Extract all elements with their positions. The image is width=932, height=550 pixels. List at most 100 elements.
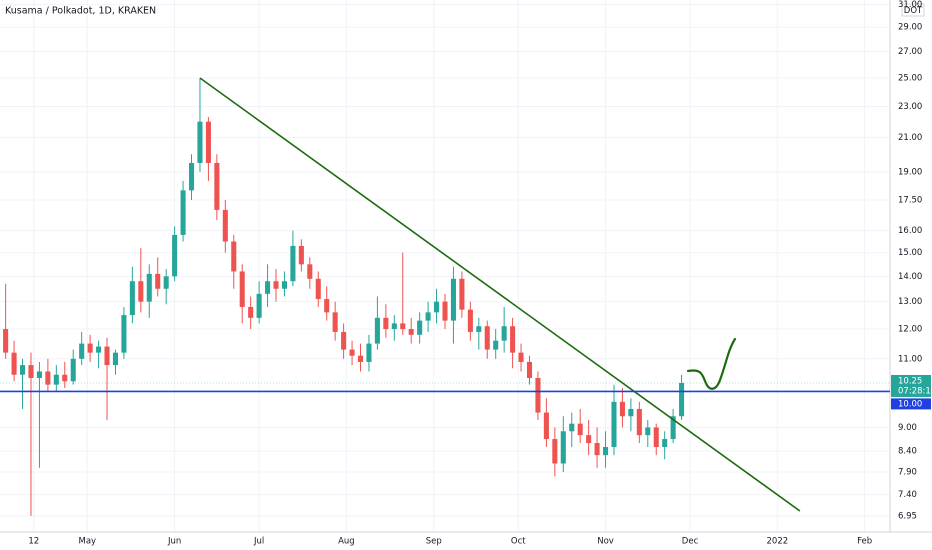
candle-body bbox=[357, 355, 364, 362]
candle-body bbox=[180, 190, 186, 235]
candle-body bbox=[248, 306, 254, 318]
candle-body bbox=[662, 439, 668, 448]
candle-body bbox=[163, 276, 169, 289]
x-tick-label: Jun bbox=[167, 537, 181, 547]
unit-box bbox=[901, 3, 925, 17]
x-tick-label: Sep bbox=[426, 537, 442, 547]
y-tick-label: 8.40 bbox=[898, 447, 917, 457]
candle-body bbox=[28, 365, 34, 378]
candle-body bbox=[104, 346, 110, 366]
candle-body bbox=[619, 401, 625, 417]
candle-body bbox=[628, 408, 634, 417]
candle-body bbox=[298, 245, 304, 265]
candle-body bbox=[281, 281, 287, 289]
candle-body bbox=[535, 377, 541, 413]
candle-body bbox=[636, 408, 642, 436]
grid bbox=[0, 0, 890, 532]
candle-body bbox=[53, 374, 59, 385]
x-tick-label: 2022 bbox=[767, 537, 789, 547]
candle-body bbox=[307, 264, 313, 279]
x-tick-label: 12 bbox=[28, 537, 39, 547]
candle-body bbox=[552, 439, 558, 464]
candle-body bbox=[510, 326, 516, 353]
candle-body bbox=[434, 301, 440, 313]
x-tick-label: Jul bbox=[253, 537, 264, 547]
candle-body bbox=[476, 326, 482, 332]
countdown-label: 07:28:18 bbox=[898, 386, 932, 396]
candle-body bbox=[155, 273, 161, 289]
x-tick-label: Aug bbox=[338, 537, 355, 547]
candle-body bbox=[197, 121, 203, 163]
y-tick-label: 29.00 bbox=[898, 23, 922, 33]
candle-body bbox=[586, 435, 592, 444]
candle-body bbox=[146, 273, 152, 302]
y-tick-label: 31.00 bbox=[898, 0, 922, 10]
y-tick-label: 21.00 bbox=[898, 133, 922, 143]
candle-body bbox=[3, 329, 9, 353]
candle-body bbox=[222, 209, 228, 242]
candle-body bbox=[324, 299, 330, 313]
candle-body bbox=[231, 241, 237, 272]
candle-body bbox=[459, 278, 465, 310]
level-label: 10.00 bbox=[898, 399, 922, 409]
candle-body bbox=[603, 447, 609, 456]
chart-title: Kusama / Polkadot, 1D, KRAKEN bbox=[5, 6, 156, 17]
x-tick-label: Oct bbox=[511, 537, 526, 547]
candle-body bbox=[670, 416, 676, 440]
candle-body bbox=[425, 312, 431, 321]
last-price-box bbox=[891, 374, 931, 397]
candle-body bbox=[315, 278, 321, 300]
y-tick-label: 12.00 bbox=[898, 325, 922, 335]
plot bbox=[3, 77, 685, 516]
x-tick-label: Feb bbox=[857, 537, 872, 547]
candle-body bbox=[560, 431, 566, 464]
candle-body bbox=[543, 412, 549, 440]
y-tick-label: 19.00 bbox=[898, 167, 922, 177]
candle-body bbox=[138, 281, 144, 302]
candle-body bbox=[679, 382, 685, 417]
x-tick-label: Nov bbox=[597, 537, 614, 547]
candle-body bbox=[493, 340, 499, 350]
candle-body bbox=[205, 121, 211, 163]
candle-body bbox=[391, 323, 397, 330]
candle-body bbox=[526, 361, 533, 378]
y-tick-label: 7.40 bbox=[898, 490, 917, 500]
candle-body bbox=[62, 374, 68, 382]
y-tick-label: 9.00 bbox=[898, 423, 917, 433]
candle-body bbox=[484, 326, 490, 350]
x-tick-label: May bbox=[79, 537, 97, 547]
unit-label: DOT bbox=[904, 6, 923, 16]
candle-body bbox=[19, 365, 26, 375]
y-tick-label: 13.00 bbox=[898, 297, 922, 307]
candle-body bbox=[265, 281, 271, 294]
candle-body bbox=[400, 323, 406, 330]
y-tick-label: 25.00 bbox=[898, 73, 922, 83]
candle-body bbox=[408, 329, 414, 335]
candle-body bbox=[332, 312, 338, 332]
candle-body bbox=[87, 343, 93, 353]
candle-body bbox=[366, 343, 372, 362]
candle-body bbox=[214, 162, 220, 210]
y-tick-label: 16.00 bbox=[898, 226, 922, 236]
candle-body bbox=[256, 293, 262, 318]
last-price-label: 10.25 bbox=[898, 376, 922, 386]
candle-body bbox=[239, 271, 245, 307]
y-tick-label: 6.95 bbox=[898, 511, 917, 521]
candle-body bbox=[594, 443, 600, 456]
candle-body bbox=[577, 423, 583, 436]
candle-body bbox=[121, 315, 127, 353]
level-box bbox=[891, 398, 931, 410]
candle-body bbox=[374, 317, 380, 344]
candle-body bbox=[450, 278, 456, 321]
candle-body bbox=[129, 281, 135, 316]
trendline bbox=[199, 77, 801, 512]
y-tick-label: 17.50 bbox=[898, 195, 922, 205]
candle-body bbox=[112, 352, 119, 366]
candle-body bbox=[79, 343, 85, 359]
y-tick-label: 23.00 bbox=[898, 102, 922, 112]
x-tick-label: Dec bbox=[682, 537, 699, 547]
candle-body bbox=[569, 423, 575, 432]
candle-body bbox=[96, 346, 102, 353]
candle-body bbox=[273, 281, 279, 289]
